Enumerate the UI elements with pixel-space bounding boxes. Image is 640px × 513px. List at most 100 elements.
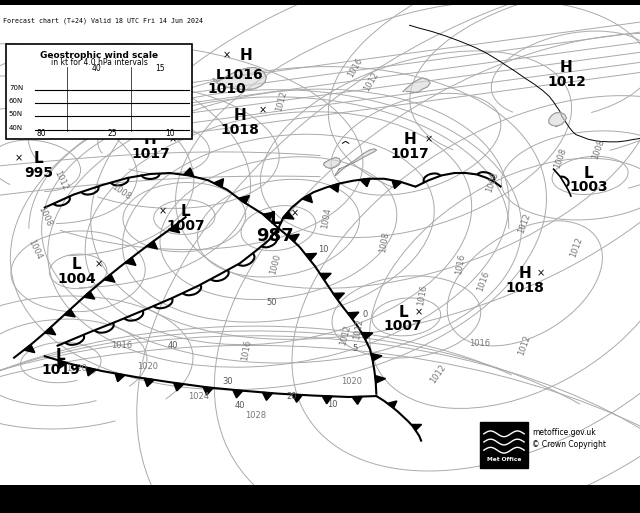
- Polygon shape: [392, 180, 402, 189]
- Text: 995: 995: [24, 166, 53, 180]
- Polygon shape: [169, 225, 180, 233]
- Text: 1016: 1016: [454, 253, 467, 275]
- Text: 1008: 1008: [485, 171, 500, 194]
- Text: 1024: 1024: [188, 391, 209, 401]
- Text: 20: 20: [286, 391, 296, 401]
- Text: 30: 30: [222, 377, 232, 386]
- Text: 1008: 1008: [591, 137, 606, 161]
- Text: 40: 40: [235, 401, 245, 410]
- Text: metoffice.gov.uk
© Crown Copyright: metoffice.gov.uk © Crown Copyright: [532, 428, 606, 449]
- Text: 1012: 1012: [52, 169, 69, 192]
- Text: in kt for 4.0 hPa intervals: in kt for 4.0 hPa intervals: [51, 58, 148, 67]
- Text: Forecast chart (T+24) Valid 18 UTC Fri 14 Jun 2024: Forecast chart (T+24) Valid 18 UTC Fri 1…: [3, 17, 204, 24]
- Polygon shape: [184, 168, 193, 176]
- Text: 50N: 50N: [9, 111, 23, 117]
- Bar: [480, 422, 528, 468]
- Text: 1008: 1008: [110, 183, 133, 202]
- Polygon shape: [348, 312, 359, 320]
- Text: ×: ×: [223, 50, 231, 61]
- Polygon shape: [333, 293, 344, 300]
- Polygon shape: [320, 273, 332, 280]
- Text: 10: 10: [164, 129, 175, 138]
- Text: L: L: [72, 256, 82, 272]
- Polygon shape: [144, 378, 154, 387]
- Text: ×: ×: [15, 153, 23, 164]
- Text: 1012: 1012: [339, 324, 353, 346]
- Text: 1012: 1012: [547, 75, 586, 89]
- Text: ×: ×: [169, 134, 177, 145]
- Polygon shape: [233, 390, 243, 398]
- Text: 0: 0: [362, 310, 367, 319]
- Text: 1003: 1003: [570, 181, 608, 194]
- Text: 1004: 1004: [320, 207, 333, 230]
- Text: 1007: 1007: [166, 219, 205, 233]
- Text: 1020: 1020: [342, 377, 362, 386]
- Text: 1010: 1010: [208, 82, 246, 96]
- Text: H: H: [234, 108, 246, 123]
- Text: 1017: 1017: [131, 147, 170, 161]
- Text: ×: ×: [159, 206, 167, 216]
- Text: 60N: 60N: [9, 98, 23, 104]
- Text: 1012: 1012: [429, 363, 448, 386]
- Polygon shape: [24, 345, 35, 352]
- Polygon shape: [292, 394, 303, 402]
- Text: 987: 987: [257, 227, 294, 245]
- Text: L: L: [33, 151, 44, 166]
- Polygon shape: [84, 291, 95, 299]
- Text: 1020: 1020: [137, 362, 157, 371]
- Text: 40: 40: [91, 64, 101, 73]
- Text: 1019: 1019: [42, 363, 80, 377]
- Text: ×: ×: [95, 259, 103, 269]
- Polygon shape: [403, 78, 430, 92]
- Text: 1012: 1012: [568, 236, 584, 259]
- Text: L: L: [180, 204, 191, 219]
- Polygon shape: [147, 241, 157, 249]
- Text: 40: 40: [168, 341, 178, 350]
- Polygon shape: [283, 212, 294, 219]
- Polygon shape: [64, 309, 76, 317]
- Text: 1012: 1012: [352, 318, 365, 340]
- Polygon shape: [324, 157, 340, 168]
- Text: 1016: 1016: [240, 339, 253, 362]
- Text: 1000: 1000: [268, 253, 282, 275]
- Text: 1004: 1004: [27, 239, 44, 261]
- Text: L: L: [584, 166, 594, 181]
- Text: 40N: 40N: [9, 125, 23, 131]
- Text: 1012: 1012: [517, 212, 532, 235]
- Text: H: H: [560, 60, 573, 75]
- Text: 1007: 1007: [384, 320, 422, 333]
- Polygon shape: [387, 401, 397, 408]
- Text: 1017: 1017: [390, 147, 429, 161]
- Text: L1016: L1016: [216, 68, 264, 82]
- Text: L: L: [269, 210, 281, 228]
- Polygon shape: [45, 327, 56, 335]
- Text: 1008: 1008: [36, 205, 53, 228]
- Polygon shape: [352, 397, 362, 404]
- Text: 1016: 1016: [476, 269, 491, 292]
- Text: 70N: 70N: [9, 85, 23, 91]
- Text: 10: 10: [328, 400, 338, 409]
- Polygon shape: [375, 376, 386, 383]
- Polygon shape: [104, 274, 115, 282]
- Polygon shape: [360, 179, 371, 187]
- Text: 1012: 1012: [362, 70, 380, 93]
- Polygon shape: [58, 360, 67, 369]
- Text: 5: 5: [353, 344, 358, 352]
- Text: 1008: 1008: [552, 147, 568, 170]
- Text: 1016: 1016: [346, 56, 364, 79]
- Text: L: L: [398, 305, 408, 320]
- Text: H: H: [144, 132, 157, 147]
- Text: 1012: 1012: [517, 334, 532, 357]
- Text: 1016: 1016: [111, 341, 132, 350]
- Polygon shape: [173, 383, 184, 391]
- Text: H: H: [518, 266, 531, 281]
- Text: ×: ×: [415, 307, 423, 317]
- Text: 1016: 1016: [416, 284, 429, 306]
- Polygon shape: [262, 392, 273, 400]
- Polygon shape: [322, 396, 332, 404]
- Text: Met Office: Met Office: [487, 457, 521, 462]
- Polygon shape: [86, 367, 96, 376]
- Text: 15: 15: [155, 64, 165, 73]
- Polygon shape: [362, 332, 372, 340]
- Text: 1020: 1020: [67, 364, 87, 373]
